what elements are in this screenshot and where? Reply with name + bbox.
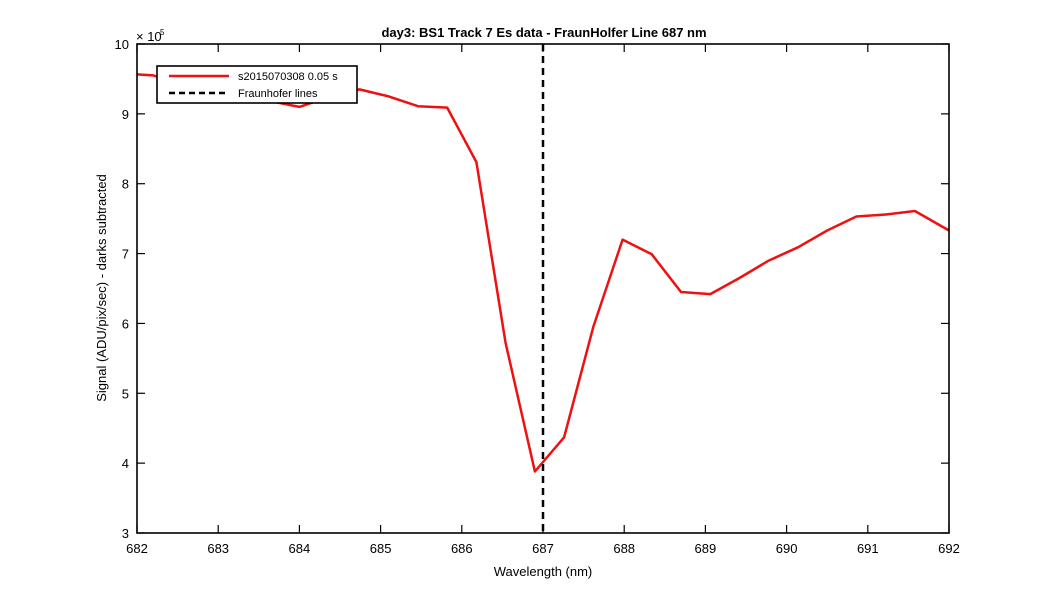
legend-label-series: s2015070308 0.05 s: [238, 71, 338, 83]
y-tick-label: 7: [122, 247, 129, 262]
tick-labels-layer: 682 683 684 685 686 687 688 689 690 691 692 3 4 5 6 7 8 9…: [115, 37, 960, 556]
x-tick-label: 692: [938, 541, 960, 556]
x-axis-label: Wavelength (nm): [494, 564, 593, 579]
plot-frame: [136, 43, 950, 534]
x-tick-label: 684: [289, 541, 311, 556]
y-tick-label: 5: [122, 386, 129, 401]
x-tick-label: 691: [857, 541, 879, 556]
y-tick-label: 4: [122, 456, 129, 471]
x-tick-label: 688: [613, 541, 635, 556]
x-tick-label: 685: [370, 541, 392, 556]
legend-box: [156, 65, 358, 104]
x-tick-label: 690: [776, 541, 798, 556]
y-exponent-marker: × 10 5: [136, 28, 165, 44]
y-axis-label: Signal (ADU/pix/sec) - darks subtracted: [94, 174, 109, 402]
x-tick-label: 689: [695, 541, 717, 556]
legend: s2015070308 0.05 s Fraunhofer lines: [156, 65, 358, 104]
chart-title: day3: BS1 Track 7 Es data - FraunHolfer …: [381, 25, 706, 40]
y-tick-label: 3: [122, 526, 129, 541]
y-exponent-base: × 10: [136, 29, 162, 44]
y-tick-label: 9: [122, 107, 129, 122]
x-tick-label: 683: [207, 541, 229, 556]
x-tick-label: 687: [532, 541, 554, 556]
x-tick-label: 686: [451, 541, 473, 556]
y-tick-label: 6: [122, 316, 129, 331]
y-exponent-power: 5: [160, 28, 165, 37]
legend-label-fraunhofer: Fraunhofer lines: [238, 88, 318, 100]
x-tick-label: 682: [126, 541, 148, 556]
y-tick-label: 10: [115, 37, 129, 52]
y-tick-label: 8: [122, 177, 129, 192]
